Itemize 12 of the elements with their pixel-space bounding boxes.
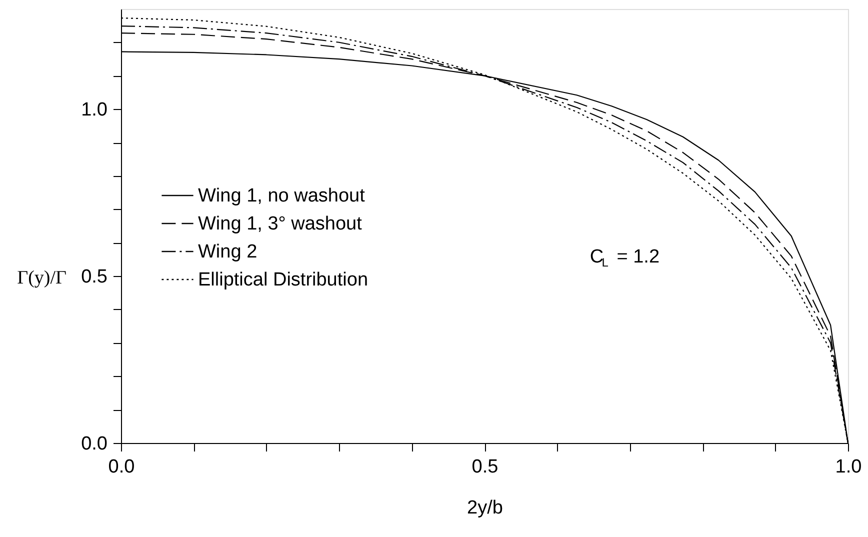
- legend-label: Wing 2: [198, 242, 258, 262]
- y-tick-label: 0.5: [81, 266, 108, 288]
- y-axis-title: Γ(y)/Γ: [17, 267, 67, 288]
- legend-label: Elliptical Distribution: [198, 270, 368, 290]
- x-tick-label: 0.5: [472, 456, 498, 478]
- legend-label: Wing 1, 3° washout: [198, 214, 363, 234]
- x-axis-title: 2y/b: [467, 498, 503, 518]
- x-tick-label: 1.0: [835, 456, 862, 478]
- x-tick-label: 0.0: [108, 456, 135, 478]
- legend-label: Wing 1, no washout: [198, 186, 366, 206]
- y-tick-label: 1.0: [81, 100, 108, 121]
- y-tick-label: 0.0: [81, 434, 108, 454]
